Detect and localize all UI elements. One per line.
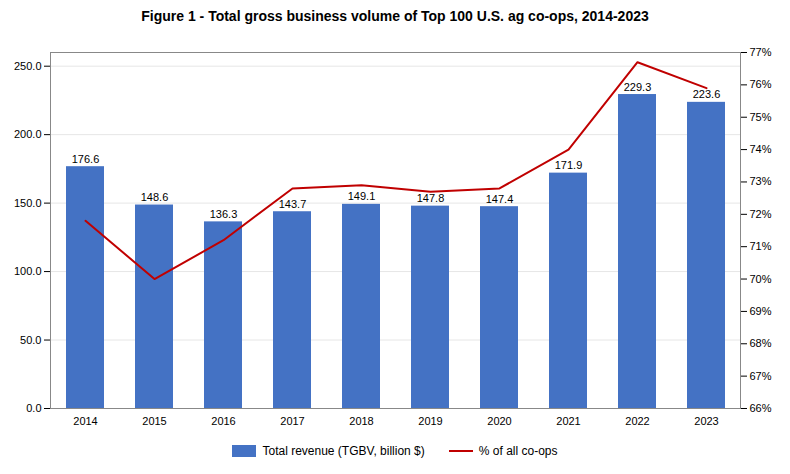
svg-text:69%: 69% [750,305,772,317]
svg-text:66%: 66% [750,402,772,414]
svg-text:2016: 2016 [211,415,235,427]
svg-text:2022: 2022 [625,415,649,427]
svg-text:147.8: 147.8 [417,192,445,204]
svg-text:149.1: 149.1 [348,190,376,202]
svg-text:176.6: 176.6 [72,153,100,165]
svg-text:150.0: 150.0 [14,197,42,209]
svg-text:50.0: 50.0 [20,334,41,346]
svg-text:229.3: 229.3 [624,81,652,93]
svg-text:147.4: 147.4 [486,193,514,205]
html-text:Figure 1 - Total gross busines: Figure 1 - Total gross business volume o… [141,8,649,24]
svg-text:100.0: 100.0 [14,265,42,277]
svg-text:143.7: 143.7 [279,198,307,210]
svg-text:77%: 77% [750,46,772,58]
svg-text:71%: 71% [750,240,772,252]
svg-text:76%: 76% [750,78,772,90]
svg-text:2020: 2020 [487,415,511,427]
svg-text:2017: 2017 [280,415,304,427]
svg-text:74%: 74% [750,143,772,155]
svg-text:2021: 2021 [556,415,580,427]
svg-text:2018: 2018 [349,415,373,427]
svg-text:73%: 73% [750,175,772,187]
svg-text:72%: 72% [750,208,772,220]
svg-text:223.6: 223.6 [693,88,721,100]
svg-text:148.6: 148.6 [141,191,169,203]
svg-text:0.0: 0.0 [26,402,41,414]
svg-text:75%: 75% [750,111,772,123]
svg-text:2023: 2023 [694,415,718,427]
svg-text:136.3: 136.3 [210,208,238,220]
svg-text:70%: 70% [750,273,772,285]
svg-text:68%: 68% [750,337,772,349]
svg-text:2015: 2015 [142,415,166,427]
svg-text:67%: 67% [750,370,772,382]
html-text:% of all co-ops: % of all co-ops [478,444,558,458]
svg-text:2019: 2019 [418,415,442,427]
svg-text:200.0: 200.0 [14,128,42,140]
svg-text:250.0: 250.0 [14,60,42,72]
svg-text:171.9: 171.9 [555,159,583,171]
svg-text:2014: 2014 [73,415,97,427]
html-text:Total revenue (TGBV, billion $: Total revenue (TGBV, billion $) [262,444,425,458]
